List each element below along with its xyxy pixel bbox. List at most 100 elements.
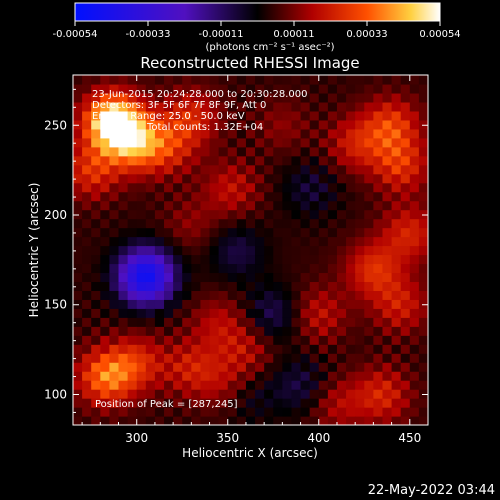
heatmap-cell	[182, 245, 192, 256]
heatmap-cell	[182, 227, 192, 238]
heatmap-cell	[145, 92, 156, 103]
heatmap-cell	[182, 101, 192, 112]
heatmap-cell	[91, 182, 101, 193]
heatmap-cell	[227, 218, 238, 229]
heatmap-cell	[255, 182, 265, 193]
heatmap-cell	[245, 254, 256, 265]
heatmap-cell	[255, 110, 265, 121]
heatmap-cell	[291, 83, 302, 94]
heatmap-cell	[373, 155, 384, 166]
heatmap-cell	[209, 92, 220, 103]
heatmap-cell	[91, 101, 101, 112]
heatmap-cell	[300, 164, 311, 175]
heatmap-cell	[346, 362, 356, 372]
heatmap-cell	[327, 128, 338, 139]
heatmap-cell	[154, 407, 165, 417]
heatmap-cell	[391, 245, 402, 256]
heatmap-cell	[173, 137, 183, 148]
heatmap-cell	[127, 263, 138, 274]
heatmap-cell	[182, 263, 192, 274]
heatmap-cell	[327, 209, 338, 220]
heatmap-cell	[227, 272, 238, 283]
heatmap-cell	[82, 353, 92, 363]
heatmap-cell	[200, 209, 211, 220]
heatmap-cell	[154, 263, 165, 274]
heatmap-cell	[73, 290, 83, 300]
heatmap-cell	[173, 344, 183, 354]
heatmap-cell	[318, 92, 329, 103]
heatmap-cell	[164, 236, 174, 247]
heatmap-cell	[300, 380, 311, 390]
heatmap-cell	[391, 146, 402, 157]
heatmap-cell	[145, 218, 156, 229]
heatmap-cell	[391, 155, 402, 166]
heatmap-cell	[82, 335, 92, 345]
heatmap-cell	[191, 182, 202, 193]
heatmap-cell	[373, 254, 384, 265]
heatmap-cell	[327, 299, 338, 309]
heatmap-cell	[373, 380, 384, 390]
heatmap-cell	[409, 155, 420, 166]
heatmap-cell	[127, 272, 138, 283]
heatmap-cell	[209, 353, 220, 363]
heatmap-cell	[318, 398, 329, 408]
heatmap-cell	[282, 173, 293, 184]
heatmap-cell	[73, 200, 83, 211]
heatmap-cell	[309, 75, 320, 85]
heatmap-cell	[82, 218, 92, 229]
heatmap-cell	[145, 380, 156, 390]
heatmap-cell	[336, 83, 347, 94]
heatmap-cell	[109, 344, 120, 354]
heatmap-cell	[300, 75, 311, 85]
heatmap-cell	[255, 236, 265, 247]
heatmap-cell	[327, 146, 338, 157]
heatmap-cell	[309, 236, 320, 247]
heatmap-cell	[173, 299, 183, 309]
heatmap-cell	[136, 200, 147, 211]
heatmap-cell	[136, 344, 147, 354]
heatmap-cell	[164, 299, 174, 309]
heatmap-cell	[82, 209, 92, 220]
heatmap-cell	[109, 218, 120, 229]
heatmap-cell	[154, 398, 165, 408]
heatmap-cell	[418, 353, 428, 363]
heatmap-cell	[91, 128, 101, 139]
heatmap-cell	[264, 290, 274, 300]
heatmap-cell	[145, 398, 156, 408]
heatmap-cell	[255, 326, 265, 336]
heatmap-cell	[182, 335, 192, 345]
heatmap-cell	[418, 155, 428, 166]
heatmap-cell	[118, 146, 129, 157]
heatmap-cell	[346, 389, 356, 399]
heatmap-cell	[118, 281, 129, 291]
heatmap-cell	[136, 389, 147, 399]
heatmap-cell	[255, 272, 265, 283]
heatmap-cell	[209, 182, 220, 193]
heatmap-cell	[364, 209, 374, 220]
heatmap-cell	[336, 191, 347, 202]
heatmap-cell	[336, 200, 347, 211]
heatmap-cell	[91, 245, 101, 256]
heatmap-cell	[291, 317, 302, 327]
heatmap-cell	[164, 218, 174, 229]
heatmap-cell	[400, 272, 411, 283]
heatmap-cell	[336, 290, 347, 300]
heatmap-cell	[164, 308, 174, 318]
heatmap-cell	[173, 389, 183, 399]
heatmap-cell	[264, 407, 274, 417]
heatmap-cell	[191, 299, 202, 309]
heatmap-cell	[154, 173, 165, 184]
heatmap-cell	[373, 182, 384, 193]
heatmap-cell	[136, 128, 147, 139]
heatmap-cell	[373, 290, 384, 300]
heatmap-cell	[145, 182, 156, 193]
heatmap-cell	[82, 101, 92, 112]
heatmap-cell	[273, 146, 283, 157]
heatmap-cell	[200, 299, 211, 309]
heatmap-cell	[382, 182, 393, 193]
heatmap-cell	[336, 299, 347, 309]
heatmap-cell	[173, 236, 183, 247]
heatmap-cell	[400, 101, 411, 112]
heatmap-cell	[309, 290, 320, 300]
heatmap-cell	[73, 299, 83, 309]
